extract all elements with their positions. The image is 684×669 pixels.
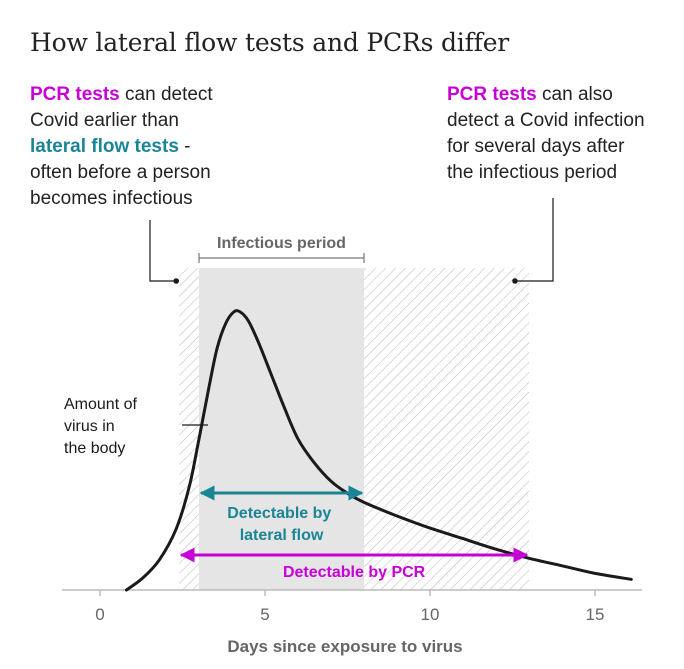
pcr-label: Detectable by PCR <box>283 564 426 581</box>
annotation-left-text5: becomes infectious <box>30 188 193 209</box>
infectious-period-bracket <box>198 253 365 263</box>
annotation-right-text4: the infectious period <box>447 162 618 183</box>
annotation-left-text2: Covid earlier than <box>30 110 179 131</box>
annotation-right-pcr: PCR tests <box>447 84 537 105</box>
x-axis-ticks: 0 5 10 15 <box>95 590 604 624</box>
x-tick-label: 0 <box>95 605 104 624</box>
annotation-left-leader <box>149 220 177 282</box>
chart-title: How lateral flow tests and PCRs differ <box>30 28 510 57</box>
annotation-right-leader-line <box>515 198 554 282</box>
lateral-flow-label: Detectable by lateral flow <box>227 505 336 544</box>
annotation-right-text2: detect a Covid infection <box>447 110 645 131</box>
curve-label-line1: Amount of <box>64 396 137 413</box>
x-tick-label: 10 <box>421 605 440 624</box>
annotation-left-text3: - <box>178 136 191 157</box>
x-tick-label: 5 <box>260 605 269 624</box>
annotation-left-leader-line <box>149 220 177 282</box>
infectious-period-label: Infectious period <box>217 235 346 252</box>
annotation-left-dot <box>173 278 179 284</box>
annotation-right-dot <box>512 278 518 284</box>
annotation-right: PCR tests can also detect a Covid infect… <box>447 82 677 186</box>
annotation-left-pcr: PCR tests <box>30 84 120 105</box>
virus-amount-curve <box>124 309 633 592</box>
annotation-right-leader <box>515 198 554 282</box>
curve-label-line3: the body <box>64 440 125 457</box>
curve-label-line2: virus in <box>64 418 115 435</box>
x-axis-label: Days since exposure to virus <box>227 637 462 656</box>
x-tick-label: 15 <box>586 605 605 624</box>
annotation-right-text1: can also <box>536 84 613 105</box>
curve-label: Amount of virus in the body <box>64 396 141 457</box>
annotation-left-lateral-flow: lateral flow tests <box>30 136 179 157</box>
annotation-left-text4: often before a person <box>30 162 211 183</box>
annotation-right-text3: for several days after <box>447 136 625 157</box>
lateral-flow-label-line1: Detectable by <box>227 505 331 522</box>
annotation-left: PCR tests can detect Covid earlier than … <box>30 82 270 212</box>
lateral-flow-label-line2: lateral flow <box>240 527 324 544</box>
annotation-left-text1: can detect <box>119 84 213 105</box>
